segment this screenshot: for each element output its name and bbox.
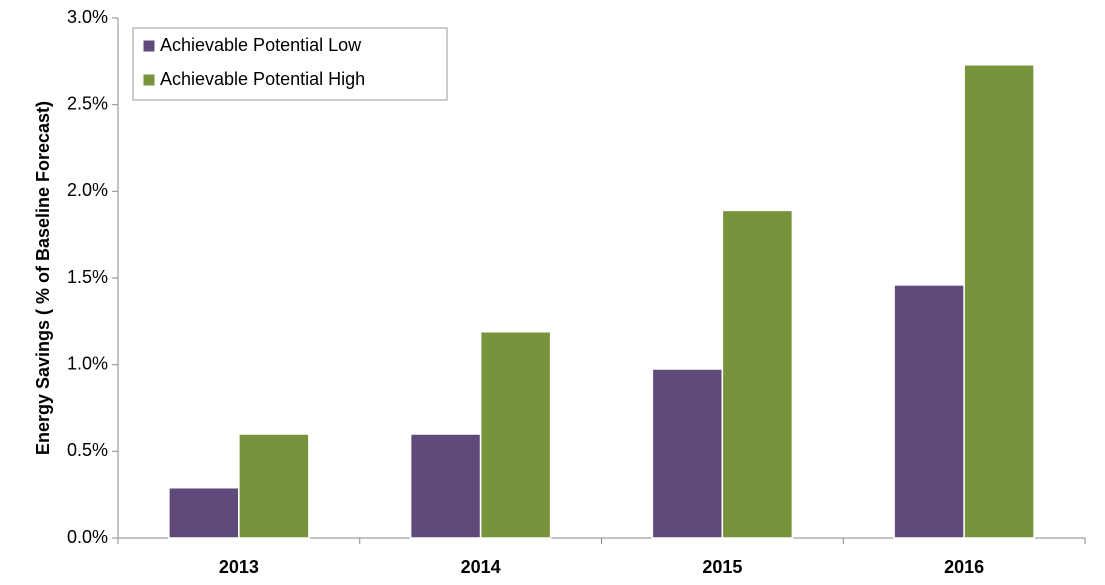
x-tick-label: 2016 <box>944 557 984 577</box>
x-tick-label: 2014 <box>461 557 501 577</box>
bar <box>168 486 240 539</box>
legend-label: Achievable Potential High <box>160 69 365 89</box>
x-tick-label: 2013 <box>219 557 259 577</box>
y-tick-label: 2.0% <box>67 180 108 200</box>
y-tick-label: 3.0% <box>67 7 108 27</box>
y-tick-label: 0.0% <box>67 527 108 547</box>
bar <box>963 64 1035 539</box>
x-tick-label: 2015 <box>702 557 742 577</box>
bar <box>721 209 794 539</box>
legend-box <box>132 27 448 101</box>
y-tick-label: 0.5% <box>67 440 108 460</box>
bar <box>893 284 965 539</box>
y-axis-label: Energy Savings ( % of Baseline Forecast) <box>33 101 53 455</box>
bar <box>238 433 310 539</box>
bar <box>409 433 482 539</box>
legend-swatch <box>142 39 156 53</box>
bar <box>651 368 724 539</box>
legend-label: Achievable Potential Low <box>160 35 362 55</box>
legend-swatch <box>142 73 156 87</box>
y-tick-label: 2.5% <box>67 93 108 113</box>
y-tick-label: 1.0% <box>67 353 108 373</box>
bar <box>479 330 552 539</box>
y-tick-label: 1.5% <box>67 267 108 287</box>
